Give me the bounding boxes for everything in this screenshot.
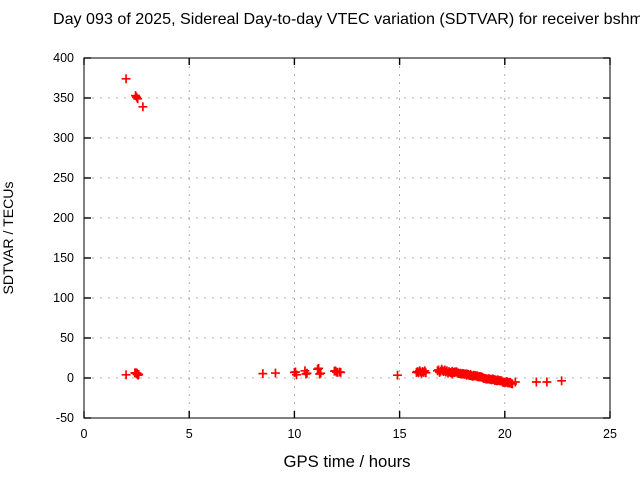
svg-text:10: 10	[287, 427, 301, 441]
svg-text:25: 25	[603, 427, 617, 441]
svg-text:100: 100	[53, 291, 74, 305]
svg-text:0: 0	[81, 427, 88, 441]
svg-text:15: 15	[393, 427, 407, 441]
svg-text:150: 150	[53, 251, 74, 265]
svg-text:0: 0	[67, 371, 74, 385]
svg-text:20: 20	[498, 427, 512, 441]
svg-text:50: 50	[60, 331, 74, 345]
svg-text:300: 300	[53, 131, 74, 145]
svg-text:350: 350	[53, 91, 74, 105]
svg-text:5: 5	[186, 427, 193, 441]
svg-text:400: 400	[53, 51, 74, 65]
svg-text:200: 200	[53, 211, 74, 225]
svg-text:250: 250	[53, 171, 74, 185]
svg-text:-50: -50	[56, 411, 74, 425]
